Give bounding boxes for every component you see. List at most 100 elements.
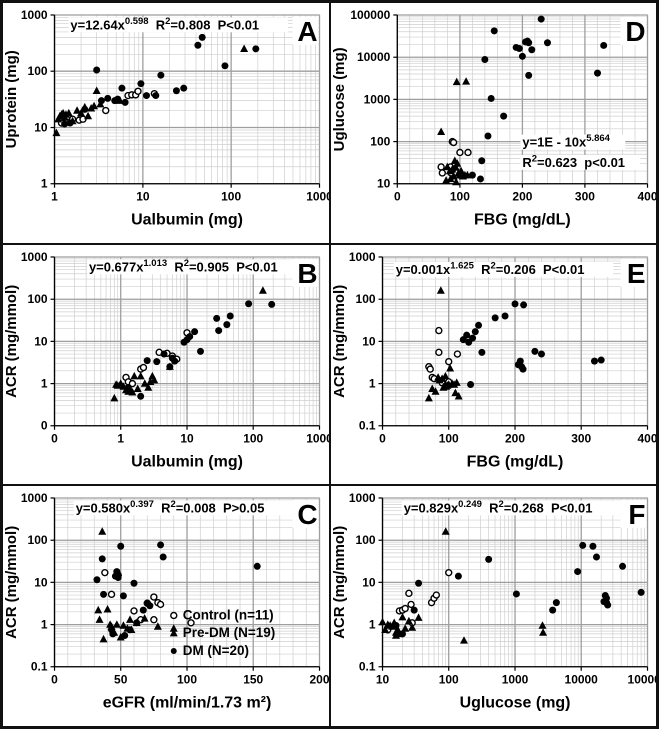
x-tick-label: 200 (512, 190, 532, 204)
panel-letter: F (628, 499, 645, 530)
x-axis-label: Ualbumin (mg) (131, 212, 243, 229)
x-tick-label: 0 (393, 190, 400, 204)
panel-A: 1 10 100 1000 1 10 100 1000 Ualbumin (mg) Uprotei… (2, 2, 330, 244)
panel-letter: B (297, 258, 317, 289)
y-tick-label: 0.1 (358, 418, 375, 432)
y-tick-label: 10 (362, 576, 376, 590)
scatter-plot-E: 0 100 200 300 400 0.1 1 10 100 1000 FBG (mg/dL) ACR… (330, 244, 656, 485)
y-tick-label: 10 (376, 177, 390, 191)
scatter-points-DM (468, 15, 607, 183)
x-tick-label: 200 (310, 673, 329, 687)
x-tick-label: 0 (379, 431, 386, 445)
y-tick-label: 1 (41, 177, 48, 191)
x-tick-label: 0 (51, 431, 58, 445)
x-tick-label: 300 (571, 431, 591, 445)
panel-C: 0 50 100 150 200 0.1 1 10 100 1000 eGFR (ml/min/1.… (2, 485, 330, 727)
y-tick-label: 10 (34, 121, 48, 135)
panel-letter: A (297, 16, 317, 47)
x-tick-label: 100 (221, 190, 241, 204)
x-axis-label: eGFR (ml/min/1.73 m²) (103, 695, 272, 712)
x-tick-label: 100 (449, 190, 469, 204)
panel-E: 0 100 200 300 400 0.1 1 10 100 1000 FBG (mg/dL) ACR… (329, 243, 657, 486)
x-tick-label: 10 (136, 190, 150, 204)
y-axis-label: Uglucose (mg) (331, 47, 348, 151)
y-tick-label: 1000 (21, 8, 48, 22)
x-tick-label: 10 (180, 431, 194, 445)
x-tick-label: 400 (637, 431, 656, 445)
scatter-points-DM (124, 299, 276, 400)
y-tick-label: 10 (34, 576, 48, 590)
scatter-plot-A: 1 10 100 1000 1 10 100 1000 Ualbumin (mg) Uprotei… (3, 3, 329, 243)
y-tick-label: 0 (41, 418, 48, 432)
panel-letter: C (297, 499, 317, 530)
x-tick-label: 100 (438, 431, 458, 445)
panel-letter: D (625, 16, 645, 47)
equation-annotation: y=0.677x1.013 R2=0.905 P<0.01 (89, 257, 278, 273)
y-tick-label: 1 (368, 376, 375, 390)
scatter-points-DM (459, 300, 605, 388)
x-tick-label: 0 (51, 673, 58, 687)
equation-annotation: y=1E - 10x5.864 (522, 133, 610, 149)
x-tick-label: 1000 (501, 673, 528, 687)
scatter-points-DM (392, 542, 645, 638)
x-axis-label: Ualbumin (mg) (131, 453, 243, 470)
x-tick-label: 100 (177, 673, 197, 687)
legend-item-label: Control (n=11) (183, 608, 274, 623)
scatter-plot-C: 0 50 100 150 200 0.1 1 10 100 1000 eGFR (ml/min/1.… (3, 486, 329, 726)
y-tick-label: 1000 (348, 491, 375, 505)
equation-annotation: y=0.001x1.625 R2=0.206 P<0.01 (395, 260, 584, 276)
y-axis-label: ACR (mg/mmol) (3, 526, 20, 639)
equation-annotation: R2=0.623 p<0.01 (522, 153, 625, 169)
y-tick-label: 1000 (348, 250, 375, 264)
x-axis-label: FBG (mg/dL) (474, 212, 571, 229)
scatter-points-Pre-DM (424, 285, 463, 402)
x-tick-label: 400 (637, 190, 656, 204)
legend-item-label: Pre-DM (N=19) (183, 626, 275, 641)
panel-letter: E (626, 258, 645, 289)
y-tick-label: 1000 (363, 92, 390, 106)
y-tick-label: 100 (28, 292, 48, 306)
series-legend: Control (n=11) Pre-DM (N=19) DM (N=20) (169, 608, 275, 658)
y-tick-label: 100 (370, 135, 390, 149)
x-tick-label: 1 (117, 431, 124, 445)
x-tick-label: 1000 (306, 431, 328, 445)
y-tick-label: 1000 (21, 250, 48, 264)
x-tick-label: 100 (243, 431, 263, 445)
scatter-points-DM (61, 33, 260, 128)
panel-D: 0 100 200 300 400 10 100 1000 10000 100000 FBG (mg… (329, 2, 657, 244)
legend-item-label: DM (N=20) (183, 643, 249, 658)
y-tick-label: 10000 (357, 50, 391, 64)
x-tick-label: 150 (243, 673, 263, 687)
y-tick-label: 1 (41, 376, 48, 390)
scatter-plot-D: 0 100 200 300 400 10 100 1000 10000 100000 FBG (mg… (330, 3, 656, 243)
x-tick-label: 50 (114, 673, 128, 687)
y-tick-label: 100 (355, 534, 375, 548)
x-tick-label: 100 (438, 673, 458, 687)
y-tick-label: 100 (28, 64, 48, 78)
equation-annotation: y=0.580x0.397 R2=0.008 P>0.05 (76, 499, 265, 515)
x-axis-label: FBG (mg/dL) (466, 453, 563, 470)
x-tick-label: 10 (375, 673, 389, 687)
y-axis-label: ACR (mg/mmol) (331, 284, 348, 397)
y-axis-label: Uprotein (mg) (3, 50, 20, 148)
y-tick-label: 10 (362, 334, 376, 348)
y-tick-label: 0.1 (358, 660, 375, 674)
y-tick-label: 0.1 (31, 660, 48, 674)
scatter-points-Pre-DM (378, 527, 547, 645)
scatter-plot-B: 0 1 10 100 1000 0 1 10 100 1000 Ualbumin (mg) ACR (… (3, 244, 329, 485)
x-axis-label: Uglucose (mg) (459, 695, 570, 712)
x-tick-label: 200 (505, 431, 525, 445)
x-tick-label: 300 (574, 190, 594, 204)
x-tick-label: 1 (51, 190, 58, 204)
y-axis-label: ACR (mg/mmol) (331, 526, 348, 639)
x-tick-label: 1000 (306, 190, 328, 204)
x-tick-label: 10000 (564, 673, 598, 687)
panel-B: 0 1 10 100 1000 0 1 10 100 1000 Ualbumin (mg) ACR (… (2, 243, 330, 486)
scatter-points-Pre-DM (436, 77, 471, 186)
scatter-plot-F: 10 100 1000 10000 100000 0.1 1 10 100 1000 Uglucos… (330, 486, 656, 726)
equation-annotation: y=0.829x0.249 R2=0.268 P<0.01 (403, 499, 592, 515)
y-tick-label: 100000 (350, 8, 390, 22)
scatter-points-DM (93, 541, 261, 640)
equation-annotation: y=12.64x0.598 R2=0.808 P<0.01 (70, 16, 259, 32)
